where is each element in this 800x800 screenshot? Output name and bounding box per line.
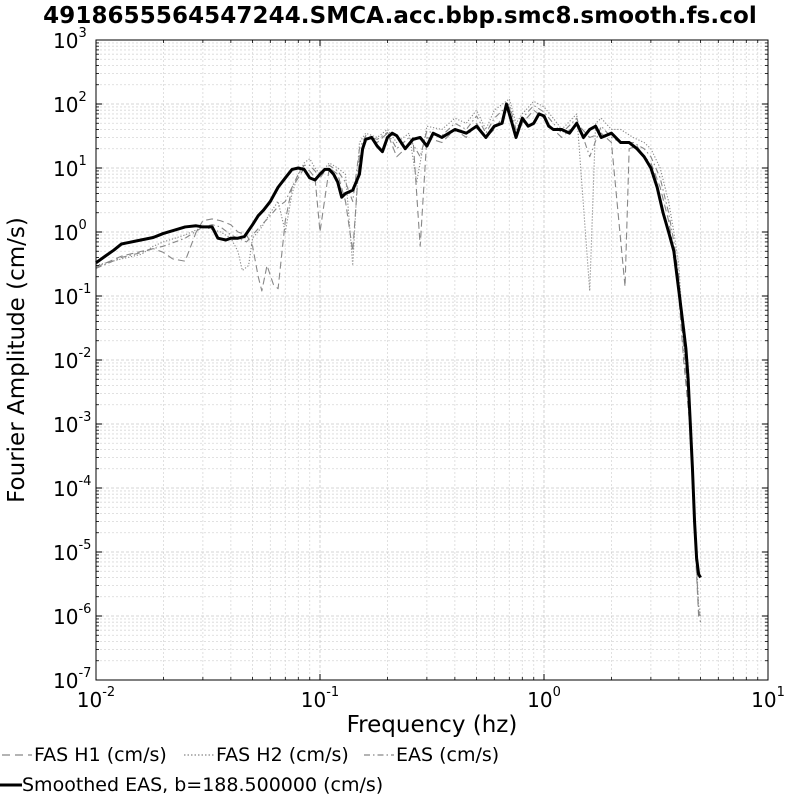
y-tick-label: 10-4 <box>53 474 91 501</box>
tick-label-exponent: 1 <box>78 154 86 169</box>
legend-swatch-solid <box>0 783 22 787</box>
tick-label-exponent: 1 <box>777 685 785 700</box>
tick-label-base: 10 <box>53 93 78 117</box>
legend-swatch-dashed <box>2 754 32 756</box>
y-tick-label: 10-2 <box>53 346 91 373</box>
tick-label-base: 10 <box>53 477 78 501</box>
tick-label-base: 10 <box>527 688 552 712</box>
tick-label-exponent: 3 <box>78 26 86 41</box>
series-line-3 <box>95 103 702 620</box>
tick-label-exponent: -6 <box>78 602 91 617</box>
x-tick-label: 100 <box>527 685 561 712</box>
y-axis-label: Fourier Amplitude (cm/s) <box>4 217 30 503</box>
tick-label-exponent: -1 <box>78 282 91 297</box>
tick-label-base: 10 <box>53 413 78 437</box>
y-tick-label: 103 <box>53 26 87 53</box>
tick-label-base: 10 <box>53 285 78 309</box>
tick-marks <box>95 39 769 681</box>
tick-label-exponent: -7 <box>78 666 91 681</box>
legend-item-smoothed-eas: Smoothed EAS, b=188.500000 (cm/s) <box>0 772 383 798</box>
y-tick-label: 10-3 <box>53 410 91 437</box>
tick-label-base: 10 <box>53 221 78 245</box>
tick-label-base: 10 <box>53 541 78 565</box>
y-tick-label: 102 <box>53 90 87 117</box>
y-tick-label: 10-7 <box>53 666 91 693</box>
tick-label-exponent: 0 <box>78 218 86 233</box>
x-tick-labels: 10-2 10-1 100 101 <box>77 685 785 712</box>
minor-gridlines <box>96 40 768 680</box>
tick-label-base: 10 <box>53 349 78 373</box>
x-tick-label: 101 <box>751 685 785 712</box>
x-tick-label: 10-2 <box>77 685 115 712</box>
x-tick-label: 10-1 <box>301 685 339 712</box>
series-line-2 <box>95 98 702 617</box>
tick-label-base: 10 <box>53 669 78 693</box>
legend-item-fas-h1: FAS H1 (cm/s) <box>0 742 167 768</box>
y-tick-label: 10-6 <box>53 602 91 629</box>
x-axis-label: Frequency (hz) <box>347 712 518 738</box>
tick-label-base: 10 <box>53 157 78 181</box>
tick-label-base: 10 <box>53 29 78 53</box>
legend-item-fas-h2: FAS H2 (cm/s) <box>182 742 349 768</box>
legend-label-eas: EAS (cm/s) <box>396 744 500 766</box>
legend-item-eas: EAS (cm/s) <box>362 742 499 768</box>
y-tick-label: 101 <box>53 154 87 181</box>
y-tick-label: 10-5 <box>53 538 91 565</box>
tick-label-base: 10 <box>751 688 776 712</box>
tick-label-exponent: -3 <box>78 410 91 425</box>
chart-title: 4918655564547244.SMCA.acc.bbp.smc8.smoot… <box>43 3 757 29</box>
tick-label-base: 10 <box>301 688 326 712</box>
series-line-4 <box>95 102 702 579</box>
tick-label-base: 10 <box>53 605 78 629</box>
y-tick-label: 10-1 <box>53 282 91 309</box>
tick-label-exponent: 2 <box>78 90 86 105</box>
legend-label-fas-h2: FAS H2 (cm/s) <box>216 744 349 766</box>
tick-label-base: 10 <box>77 688 102 712</box>
tick-label-exponent: 0 <box>553 685 561 700</box>
tick-label-exponent: -2 <box>102 685 115 700</box>
tick-label-exponent: -5 <box>78 538 91 553</box>
chart-plot: 10-2 10-1 100 101 10-710-610-510-410-310-21… <box>4 26 785 738</box>
tick-label-exponent: -1 <box>326 685 339 700</box>
legend-label-smoothed-eas: Smoothed EAS, b=188.500000 (cm/s) <box>22 774 384 796</box>
legend-label-fas-h1: FAS H1 (cm/s) <box>34 744 167 766</box>
series-line-1 <box>95 106 702 623</box>
y-tick-label: 100 <box>53 218 87 245</box>
tick-label-exponent: -4 <box>78 474 91 489</box>
tick-label-exponent: -2 <box>78 346 91 361</box>
series-layer <box>95 98 702 623</box>
legend-swatch-dotted <box>184 754 214 756</box>
legend-swatch-dashdot <box>364 754 394 756</box>
